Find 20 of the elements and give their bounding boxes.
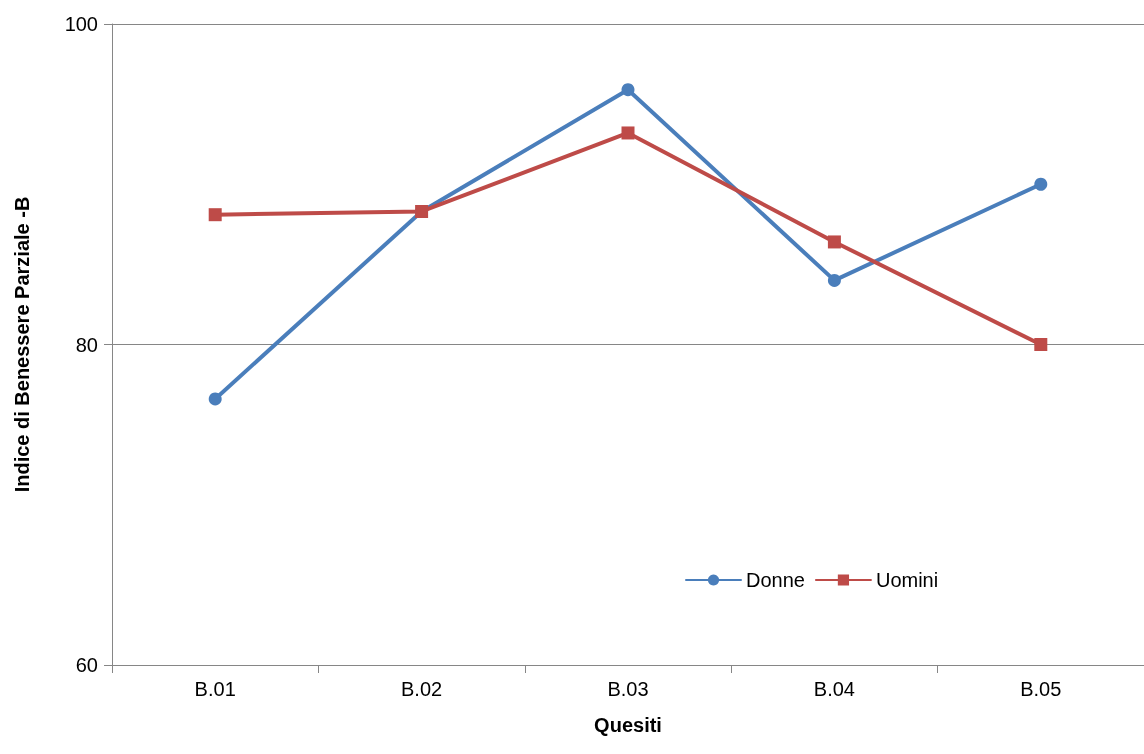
point	[1034, 338, 1048, 351]
x-tick-label: B.03	[607, 678, 649, 700]
x-tick-label: B.01	[194, 678, 236, 700]
point	[827, 235, 841, 249]
y-tick-label: 60	[75, 654, 98, 676]
y-tick-label: 80	[75, 333, 98, 356]
legend-label: Donne	[746, 569, 805, 591]
x-tick-label: B.04	[813, 678, 855, 700]
y-axis-title: Indice di Benessere Parziale -B	[11, 196, 33, 493]
point	[621, 83, 635, 97]
point	[208, 392, 222, 406]
legend-label: Uomini	[875, 569, 939, 591]
point	[827, 273, 841, 287]
x-axis-title: Quesiti	[594, 714, 662, 736]
x-tick-label: B.02	[401, 678, 443, 700]
point	[1034, 177, 1048, 191]
point	[621, 126, 635, 140]
y-tick-label: 100	[64, 13, 98, 35]
x-tick-label: B.05	[1020, 678, 1062, 700]
point	[208, 208, 222, 222]
